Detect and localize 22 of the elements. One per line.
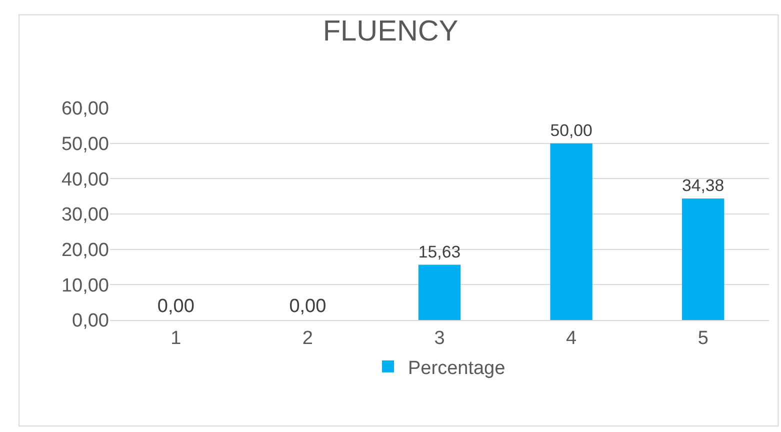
x-tick-label: 2	[302, 328, 313, 349]
bar	[682, 198, 724, 320]
y-tick-label: 10,00	[61, 275, 109, 296]
data-label: 0,00	[289, 296, 326, 317]
bar	[550, 143, 592, 320]
chart-title: FLUENCY	[322, 15, 458, 48]
x-tick-label: 4	[566, 328, 578, 349]
x-tick-label: 1	[170, 328, 182, 349]
bar	[418, 264, 461, 320]
y-tick-label: 40,00	[61, 169, 109, 190]
x-tick-label: 5	[698, 328, 708, 349]
x-tick-label: 3	[434, 328, 445, 349]
y-tick-label: 20,00	[61, 240, 109, 261]
legend-label: Percentage	[408, 358, 506, 379]
y-tick-label: 60,00	[61, 98, 109, 120]
data-label: 34,38	[682, 176, 724, 196]
y-tick-label: 0,00	[72, 310, 109, 332]
data-label: 0,00	[157, 296, 194, 317]
y-tick-label: 30,00	[61, 204, 109, 226]
data-label: 50,00	[550, 120, 592, 140]
y-tick-label: 50,00	[61, 134, 109, 155]
data-label: 15,63	[418, 242, 461, 262]
